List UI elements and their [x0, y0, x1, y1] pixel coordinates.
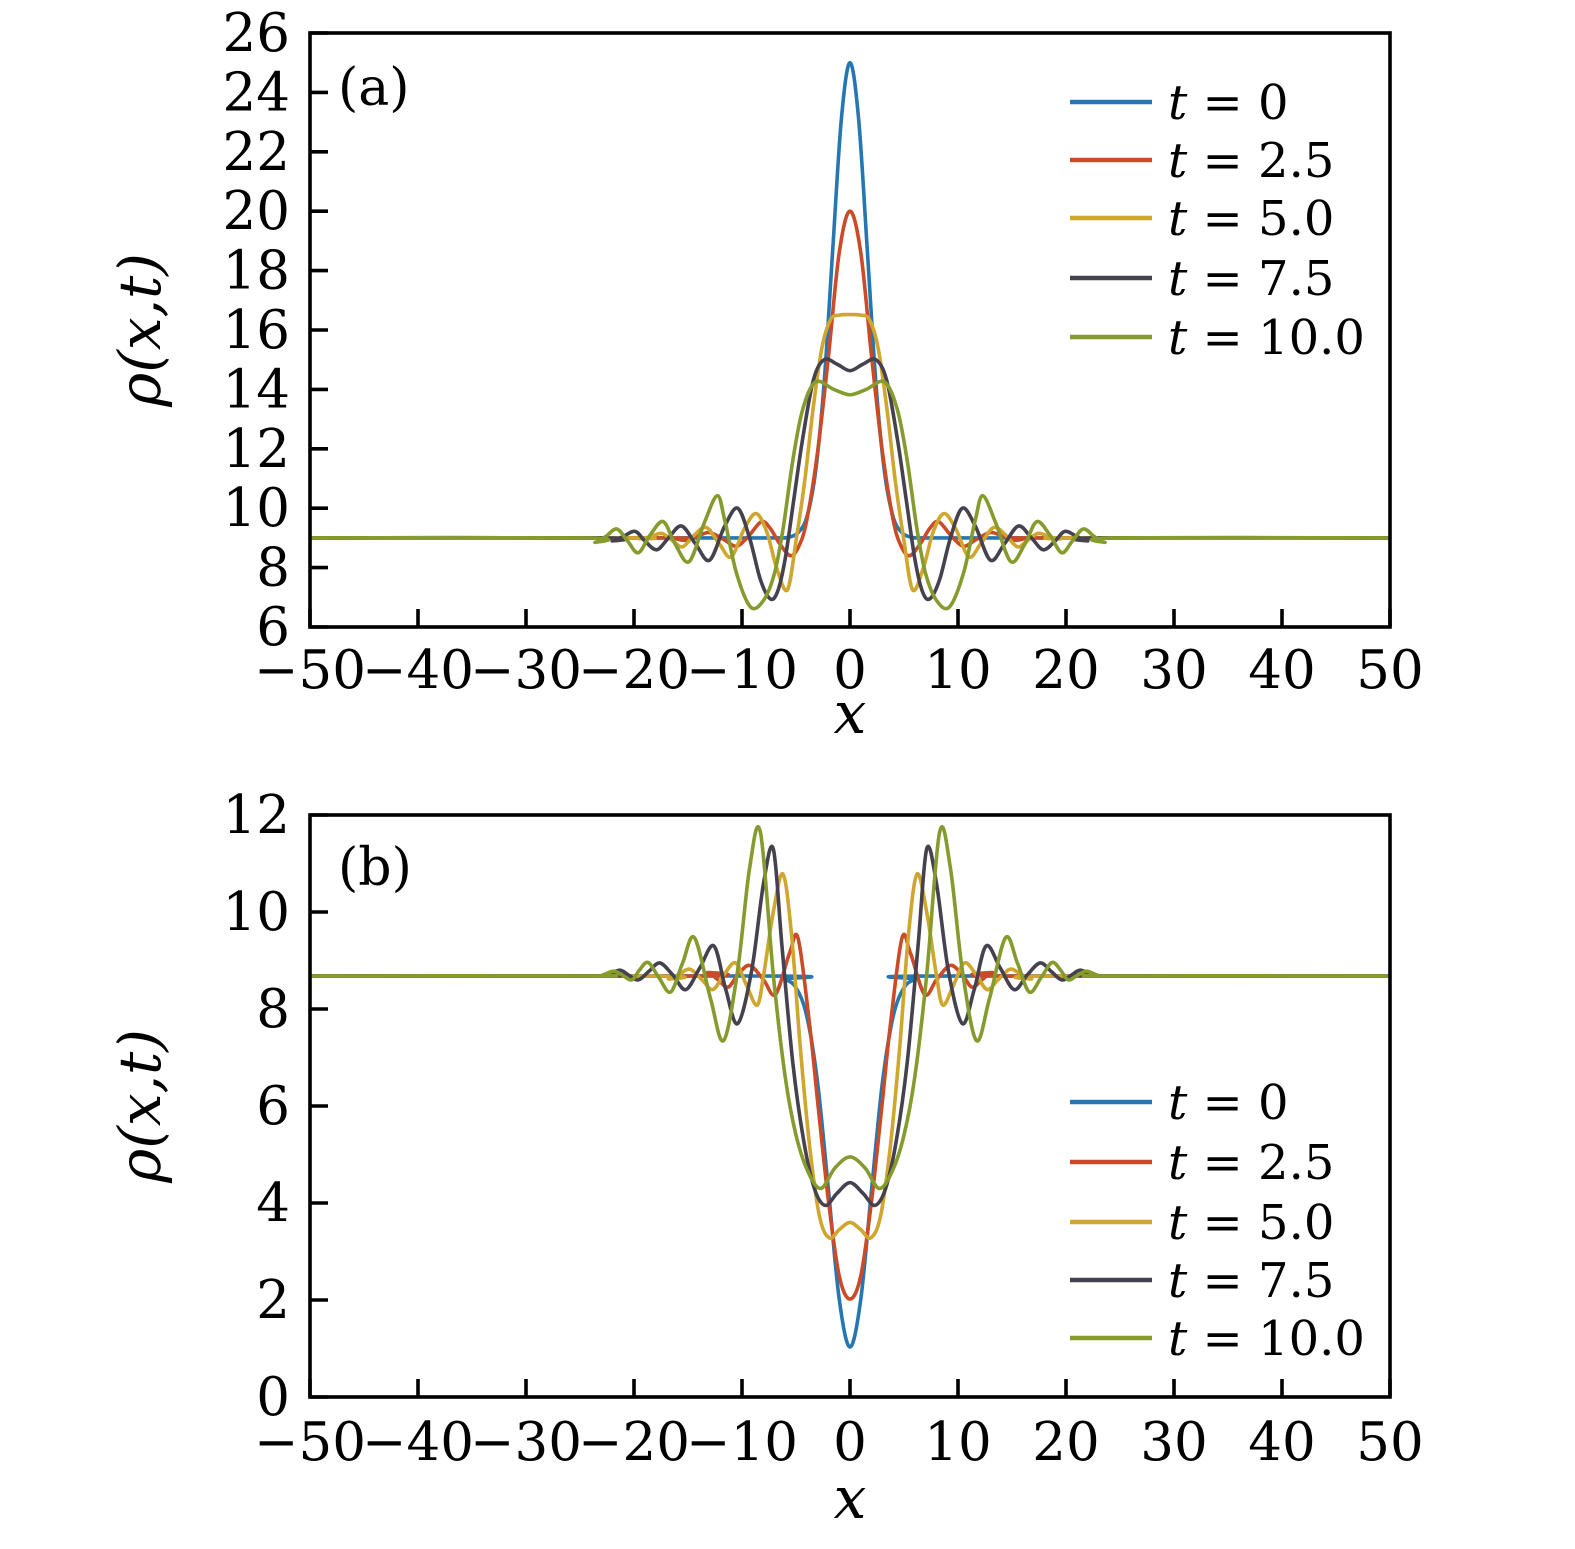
x-tick-label: 20	[1032, 1412, 1099, 1473]
x-tick-label: −40	[362, 1412, 474, 1473]
legend-entry: t = 5.0	[1070, 191, 1334, 247]
x-tick-label: −10	[686, 640, 798, 701]
x-axis-label: x	[834, 1464, 867, 1532]
y-tick-label: 16	[223, 300, 290, 361]
x-tick-label: −30	[470, 640, 582, 701]
y-tick-label: 22	[223, 122, 290, 183]
y-tick-label: 26	[223, 3, 290, 64]
y-tick-label: 0	[256, 1367, 290, 1428]
x-tick-label: −50	[254, 640, 366, 701]
series-line-t-7-5	[310, 844, 1390, 1208]
series-line-t-5	[310, 312, 1390, 593]
y-tick-label: 12	[223, 785, 290, 846]
x-tick-label: 30	[1140, 640, 1207, 701]
legend-entry: t = 2.5	[1070, 133, 1334, 189]
legend-entry: t = 5.0	[1070, 1195, 1334, 1251]
legend-entry-label: t = 7.5	[1168, 1253, 1334, 1309]
legend-entry-label: t = 10.0	[1168, 310, 1365, 366]
curves-group	[310, 824, 1390, 1349]
series-line-t-5	[310, 872, 1390, 1240]
panel-tag-label: (b)	[338, 838, 412, 898]
legend-entry: t = 7.5	[1070, 1253, 1334, 1309]
legend-entry-label: t = 5.0	[1168, 1195, 1334, 1251]
y-tick-label: 4	[256, 1173, 290, 1234]
legend-entry-label: t = 5.0	[1168, 191, 1334, 247]
series-line-t-10	[310, 379, 1390, 611]
x-tick-label: 40	[1248, 1412, 1315, 1473]
x-tick-label: 20	[1032, 640, 1099, 701]
series-line-t-2-5	[310, 932, 1390, 1301]
legend-entry: t = 0	[1070, 75, 1289, 131]
legend: t = 0t = 2.5t = 5.0t = 7.5t = 10.0	[1070, 75, 1365, 366]
x-tick-label: 0	[833, 1412, 867, 1473]
panel-tag-label: (a)	[338, 58, 410, 118]
y-tick-label: 8	[256, 538, 290, 599]
y-tick-label: 10	[223, 478, 290, 539]
x-tick-label: 10	[924, 1412, 991, 1473]
x-tick-label: 50	[1356, 1412, 1423, 1473]
x-tick-label: −20	[578, 640, 690, 701]
x-tick-label: 10	[924, 640, 991, 701]
legend-entry-label: t = 10.0	[1168, 1311, 1365, 1367]
y-tick-label: 8	[256, 979, 290, 1040]
y-tick-label: 24	[223, 62, 290, 123]
legend-entry: t = 10.0	[1070, 1311, 1365, 1367]
curves-group	[310, 60, 1390, 611]
legend-entry-label: t = 0	[1168, 75, 1289, 131]
y-tick-label: 12	[223, 419, 290, 480]
x-tick-label: −20	[578, 1412, 690, 1473]
x-tick-label: −10	[686, 1412, 798, 1473]
x-tick-label: 30	[1140, 1412, 1207, 1473]
legend-entry-label: t = 2.5	[1168, 1135, 1334, 1191]
legend-entry: t = 2.5	[1070, 1135, 1334, 1191]
legend-entry: t = 10.0	[1070, 310, 1365, 366]
legend-entry-label: t = 2.5	[1168, 133, 1334, 189]
legend-entry: t = 0	[1070, 1075, 1289, 1131]
x-tick-label: −40	[362, 640, 474, 701]
y-tick-label: 18	[223, 241, 290, 302]
x-tick-label: −30	[470, 1412, 582, 1473]
y-axis-label: ρ(x,t)	[106, 253, 174, 408]
x-axis-label: x	[834, 679, 867, 747]
legend-entry: t = 7.5	[1070, 251, 1334, 307]
y-tick-label: 20	[223, 181, 290, 242]
x-tick-label: 40	[1248, 640, 1315, 701]
panel-a: −50−40−30−20−10 0 10 20 30 40 5068101214161820…	[106, 3, 1424, 747]
x-tick-label: 0	[833, 640, 867, 701]
y-tick-label: 14	[223, 359, 290, 420]
panel-b: −50−40−30−20−10 0 10 20 30 40 50 0 2 4 6 8 10 12 (b) x ρ…	[106, 785, 1424, 1532]
y-axis-label: ρ(x,t)	[106, 1029, 174, 1184]
legend-entry-label: t = 0	[1168, 1075, 1289, 1131]
y-tick-label: 6	[256, 597, 290, 658]
y-tick-label: 6	[256, 1076, 290, 1137]
y-tick-label: 10	[223, 882, 290, 943]
series-line-t-7-5	[310, 357, 1390, 602]
x-tick-label: 50	[1356, 640, 1423, 701]
legend: t = 0t = 2.5t = 5.0t = 7.5t = 10.0	[1070, 1075, 1365, 1367]
legend-entry-label: t = 7.5	[1168, 251, 1334, 307]
y-tick-label: 2	[256, 1270, 290, 1331]
x-tick-label: −50	[254, 1412, 366, 1473]
series-line-t-10	[310, 824, 1390, 1191]
series-line-t-0	[310, 973, 1390, 1349]
